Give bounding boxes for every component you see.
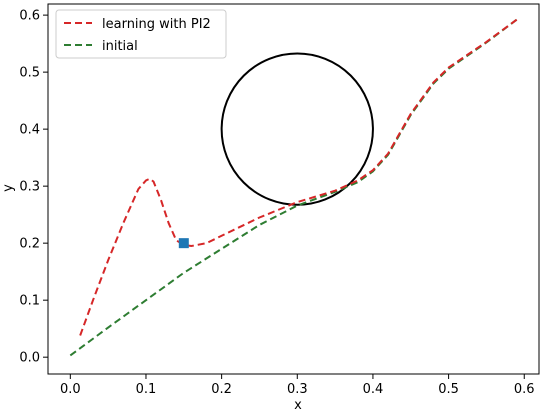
legend-label-initial: initial <box>102 39 138 54</box>
y-tick-label: 0.1 <box>19 294 40 309</box>
legend: learning with PI2 initial <box>55 9 227 59</box>
y-tick-label: 0.0 <box>19 351 40 366</box>
y-tick-label: 0.2 <box>19 237 40 252</box>
x-tick-label: 0.6 <box>514 382 535 397</box>
legend-box <box>55 9 227 59</box>
x-axis-label: x <box>294 398 302 413</box>
x-axis-ticks: 0.0 0.1 0.2 0.3 0.4 0.5 0.6 <box>60 374 535 397</box>
y-axis-label: y <box>1 184 16 192</box>
y-tick-label: 0.5 <box>19 66 40 81</box>
y-tick-label: 0.6 <box>19 9 40 24</box>
series-line-initial <box>69 18 518 357</box>
y-tick-label: 0.4 <box>19 123 40 138</box>
y-tick-label: 0.3 <box>19 180 40 195</box>
x-tick-label: 0.1 <box>136 382 157 397</box>
series-line-learning-with-pi2 <box>79 18 518 336</box>
plot-frame <box>47 3 540 375</box>
obstacle-circle <box>220 52 374 206</box>
x-tick-label: 0.0 <box>60 382 81 397</box>
y-axis-ticks: 0.0 0.1 0.2 0.3 0.4 0.5 0.6 <box>19 9 48 366</box>
x-tick-label: 0.3 <box>287 382 308 397</box>
start-marker <box>178 238 189 249</box>
x-tick-label: 0.4 <box>363 382 384 397</box>
x-tick-label: 0.2 <box>211 382 232 397</box>
legend-label-learning-with-pi2: learning with PI2 <box>102 17 211 32</box>
x-tick-label: 0.5 <box>438 382 459 397</box>
